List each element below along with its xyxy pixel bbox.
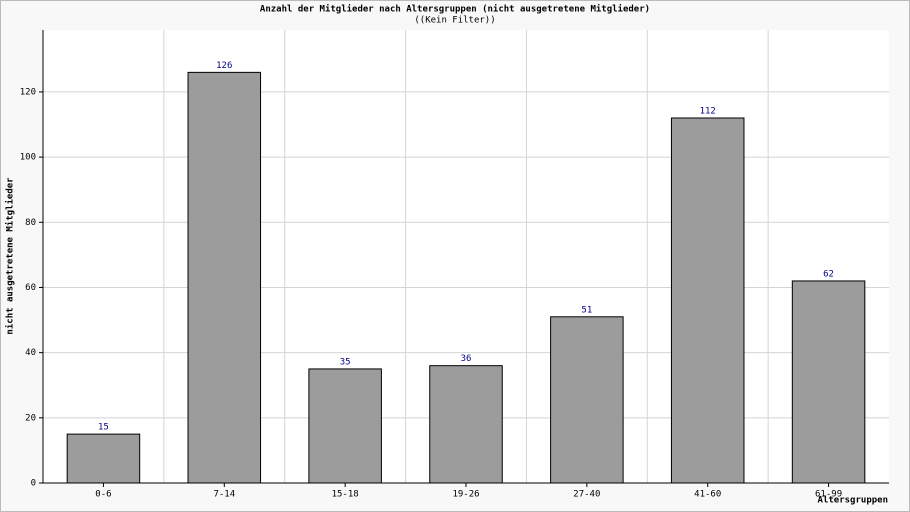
- bar: [66, 433, 141, 484]
- data-label: 35: [340, 357, 351, 367]
- x-tick-label: 7-14: [213, 490, 235, 500]
- x-tick-label: 61-99: [815, 490, 842, 500]
- chart-title: Anzahl der Mitglieder nach Altersgruppen…: [260, 4, 650, 15]
- y-tick-label: 80: [25, 218, 36, 228]
- bar: [670, 117, 745, 484]
- bar: [308, 368, 382, 484]
- y-tick-label: 0: [31, 479, 36, 489]
- x-tick-label: 19-26: [452, 490, 479, 500]
- y-tick-label: 60: [25, 283, 36, 293]
- y-tick-label: 100: [20, 153, 36, 163]
- bar: [791, 280, 866, 484]
- x-tick-label: 41-60: [694, 490, 721, 500]
- data-label: 15: [98, 423, 109, 433]
- chart-subtitle: ((Kein Filter)): [414, 16, 495, 26]
- y-tick-label: 40: [25, 348, 36, 358]
- data-label: 51: [581, 305, 592, 315]
- x-axis-label: Altersgruppen: [818, 496, 888, 506]
- x-tick-label: 27-40: [573, 490, 600, 500]
- bar: [187, 71, 262, 484]
- y-tick-label: 120: [20, 87, 36, 97]
- y-axis-label: nicht ausgetretene Mitglieder: [5, 177, 16, 335]
- bar: [429, 365, 503, 484]
- data-label: 62: [823, 269, 834, 279]
- data-label: 126: [216, 61, 232, 71]
- x-tick-label: 15-18: [332, 490, 359, 500]
- data-label: 36: [461, 354, 472, 364]
- y-tick-label: 20: [25, 413, 36, 423]
- data-label: 112: [700, 106, 716, 116]
- x-tick-label: 0-6: [95, 490, 111, 500]
- bar: [550, 316, 624, 484]
